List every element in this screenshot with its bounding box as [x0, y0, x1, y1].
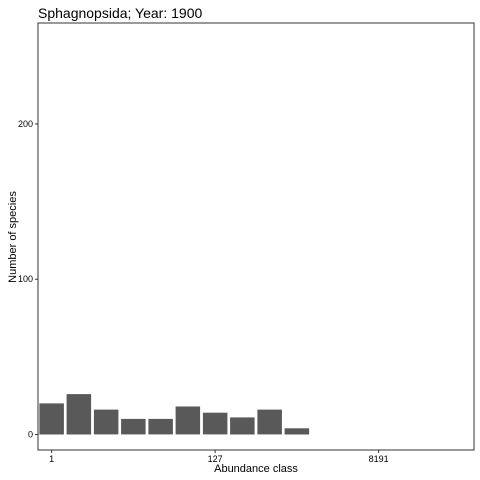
- bar-class-7: [202, 412, 228, 435]
- bar-class-9: [257, 409, 282, 435]
- x-tick-label: 8191: [369, 454, 389, 464]
- x-axis-label: Abundance class: [214, 463, 298, 475]
- y-axis-label: Number of species: [7, 191, 19, 283]
- y-axis: 0 100 200: [18, 119, 38, 439]
- x-axis: 1 127 8191: [49, 450, 389, 464]
- y-tick-label: 100: [18, 274, 33, 284]
- x-tick-label: 127: [208, 454, 223, 464]
- bar-class-2: [66, 394, 92, 435]
- bar-class-10: [284, 428, 310, 435]
- chart-title: Sphagnopsida; Year: 1900: [38, 5, 202, 21]
- x-tick-label: 1: [49, 454, 54, 464]
- bar-class-1: [39, 403, 64, 435]
- plot-panel: [37, 22, 475, 451]
- bar-class-6: [175, 406, 201, 435]
- bar-class-8: [230, 417, 255, 435]
- y-tick-label: 0: [28, 429, 33, 439]
- bar-class-3: [93, 409, 119, 435]
- y-tick-label: 200: [18, 119, 33, 129]
- bars-group: [39, 394, 310, 435]
- bar-class-5: [148, 418, 173, 435]
- bar-class-4: [121, 418, 146, 435]
